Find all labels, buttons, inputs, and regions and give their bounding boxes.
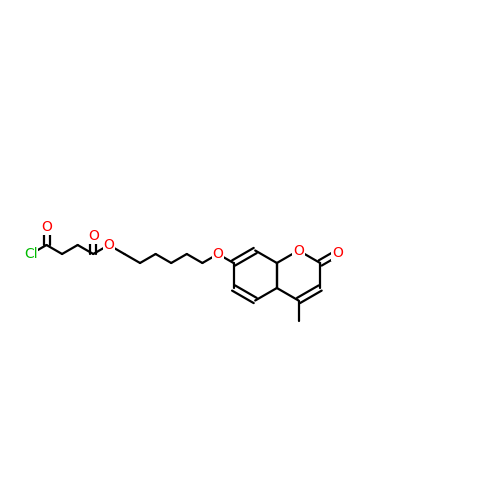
Text: O: O — [332, 246, 343, 260]
Text: O: O — [41, 220, 52, 234]
Text: O: O — [104, 238, 115, 252]
Text: O: O — [212, 247, 224, 261]
Text: O: O — [293, 244, 304, 258]
Text: Cl: Cl — [24, 247, 38, 261]
Text: O: O — [88, 229, 99, 243]
